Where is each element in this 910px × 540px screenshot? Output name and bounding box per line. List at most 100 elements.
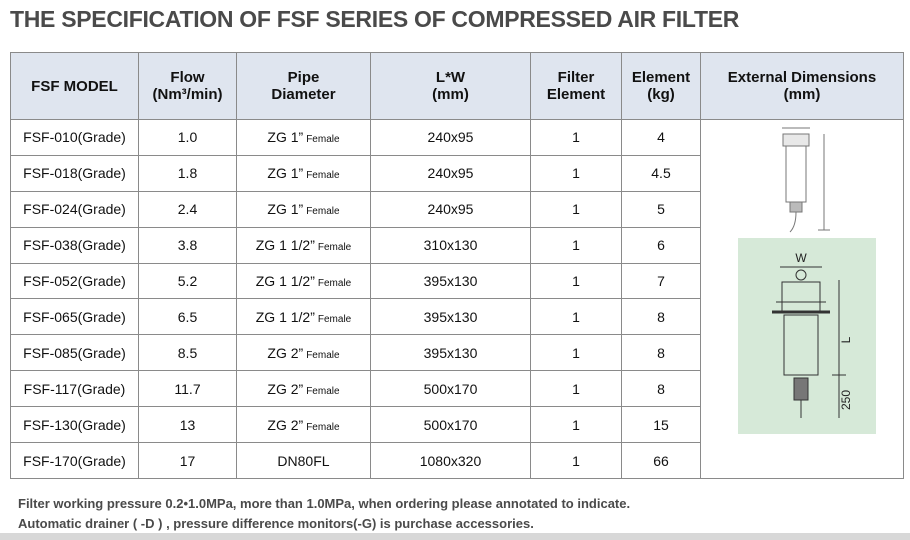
- row: FSF-117(Grade) 11.7 ZG 2” Female 500x170 1 8: [10, 370, 904, 408]
- header-cell: Filter Element: [530, 52, 622, 120]
- header-text: (mm): [783, 86, 821, 103]
- header-cell: Pipe Diameter: [236, 52, 371, 120]
- dimension-label: W: [795, 251, 807, 265]
- cell-text: 13: [179, 416, 196, 433]
- cell-text: 1: [572, 452, 580, 469]
- cell: 500x170: [370, 370, 531, 408]
- pipe-size: ZG 2”: [267, 344, 304, 361]
- row: FSF-130(Grade) 13 ZG 2” Female 500x170 1 15: [10, 406, 904, 444]
- cell-text: 1: [572, 308, 580, 325]
- cell-text: 1: [572, 416, 580, 433]
- pipe-size: ZG 2”: [267, 380, 304, 397]
- cell-text: 1: [572, 273, 580, 289]
- note: Automatic drainer ( -D ) , pressure diff…: [18, 516, 534, 531]
- cell: 1: [530, 442, 622, 479]
- cell: 500x170: [370, 406, 531, 444]
- cell: FSF-130(Grade): [10, 406, 139, 444]
- cell: 3.8: [138, 226, 237, 264]
- cell-text: FSF-018(Grade): [23, 165, 126, 182]
- pipe-size: ZG 1”: [267, 129, 304, 146]
- cell-text: FSF-130(Grade): [23, 416, 126, 433]
- row: FSF-065(Grade) 6.5 ZG 1 1/2” Female 395x130 1…: [10, 298, 904, 336]
- pipe-type: Female: [306, 206, 340, 218]
- cell: ZG 1 1/2” Female: [236, 226, 371, 264]
- header-cell: Element (kg): [621, 52, 701, 120]
- pipe-type: Female: [306, 170, 340, 182]
- dimension-cell: W L 250: [700, 119, 904, 479]
- header-text: (mm): [432, 86, 469, 103]
- cell: ZG 2” Female: [236, 334, 371, 372]
- cell-text: 500x170: [423, 416, 478, 433]
- cell-text: 8: [657, 380, 665, 397]
- cell: 4: [621, 119, 701, 156]
- cell-text: 310x130: [423, 237, 478, 254]
- cell-text: 7: [657, 273, 665, 289]
- header-text: External Dimensions: [727, 69, 877, 86]
- spec-table: FSF MODEL Flow (Nm³/min) Pipe Diameter L*W (mm…: [10, 52, 904, 479]
- cell: 1: [530, 298, 622, 336]
- cell: ZG 1 1/2” Female: [236, 298, 371, 336]
- cell-text: 1.0: [177, 129, 198, 146]
- pipe-size: ZG 1 1/2”: [255, 237, 315, 254]
- cell: ZG 1” Female: [236, 154, 371, 192]
- cell-text: 11.7: [174, 380, 201, 397]
- header-text: (Nm³/min): [152, 86, 223, 103]
- cell: 240x95: [370, 190, 531, 228]
- cell: 310x130: [370, 226, 531, 264]
- header-cell: Flow (Nm³/min): [138, 52, 237, 120]
- cell: FSF-018(Grade): [10, 154, 139, 192]
- header-text: Element: [631, 69, 691, 86]
- cell: 1: [530, 406, 622, 444]
- cell: 240x95: [370, 154, 531, 192]
- cell-text: FSF-170(Grade): [23, 452, 126, 469]
- pipe-type: Female: [306, 385, 340, 397]
- cell-text: 6: [657, 237, 665, 254]
- cell: 5: [621, 190, 701, 228]
- cell: 395x130: [370, 334, 531, 372]
- cell: 6.5: [138, 298, 237, 336]
- cell-text: 5.2: [177, 273, 198, 289]
- cell-text: 8: [657, 344, 665, 361]
- pipe-size: ZG 1 1/2”: [255, 308, 315, 325]
- pipe-size: ZG 1 1/2”: [255, 273, 315, 289]
- cell-text: 15: [653, 416, 669, 433]
- cell: 66: [621, 442, 701, 479]
- cell: 1: [530, 334, 622, 372]
- header-text: L*W: [435, 69, 466, 86]
- cell-text: 4.5: [651, 165, 671, 182]
- cell-text: FSF-085(Grade): [23, 344, 126, 361]
- cell: 7: [621, 262, 701, 300]
- cell: 15: [621, 406, 701, 444]
- cell: 8: [621, 370, 701, 408]
- title: THE SPECIFICATION OF FSF SERIES OF COMPR…: [10, 6, 740, 32]
- cell: 240x95: [370, 119, 531, 156]
- row: FSF-085(Grade) 8.5 ZG 2” Female 395x130 1 8: [10, 334, 904, 372]
- cell: 8.5: [138, 334, 237, 372]
- cell: 1: [530, 226, 622, 264]
- pipe-type: Female: [306, 421, 340, 433]
- row: FSF-024(Grade) 2.4 ZG 1” Female 240x95 1 5: [10, 190, 904, 228]
- cell: 8: [621, 334, 701, 372]
- cell-text: 395x130: [423, 344, 478, 361]
- cell: 1.0: [138, 119, 237, 156]
- cell: DN80FL: [236, 442, 371, 479]
- pipe-type: Female: [317, 278, 352, 289]
- cell: 1: [530, 190, 622, 228]
- cell-text: 500x170: [423, 380, 478, 397]
- cell: ZG 1 1/2” Female: [236, 262, 371, 300]
- cell-text: 6.5: [177, 308, 198, 325]
- cell-text: 1.8: [177, 165, 198, 182]
- cell-text: FSF-038(Grade): [23, 237, 126, 254]
- header-text: FSF MODEL: [31, 77, 118, 95]
- cell: 17: [138, 442, 237, 479]
- cell: 1: [530, 370, 622, 408]
- cell-text: 1: [572, 129, 580, 146]
- row: FSF-038(Grade) 3.8 ZG 1 1/2” Female 310x130 1…: [10, 226, 904, 264]
- cell-text: 8: [657, 308, 665, 325]
- cell-text: 240x95: [427, 129, 474, 146]
- cell: ZG 1” Female: [236, 190, 371, 228]
- row: FSF-170(Grade) 17 DN80FL 1080x320 1 66: [10, 442, 904, 479]
- header-cell: External Dimensions (mm): [700, 52, 904, 120]
- header-text: Filter: [557, 69, 595, 86]
